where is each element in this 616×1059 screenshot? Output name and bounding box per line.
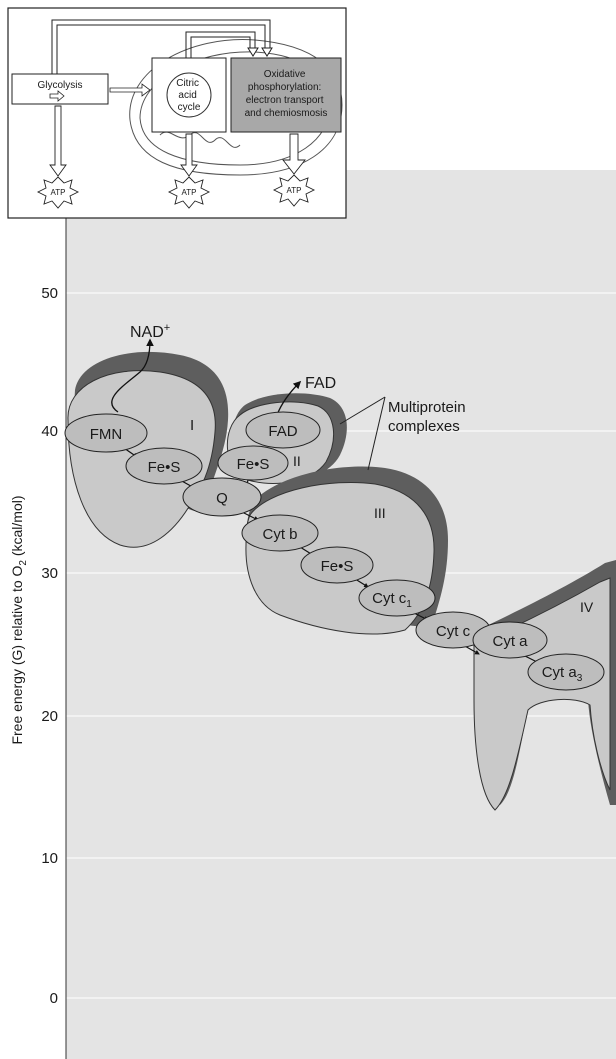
svg-text:ATP: ATP — [287, 186, 302, 195]
inset-atp-arrows — [49, 105, 306, 177]
oxidative-label: Oxidative phosphorylation: electron tran… — [245, 69, 328, 119]
svg-text:Fe•S: Fe•S — [237, 456, 270, 473]
y-tick-20: 20 — [41, 708, 58, 725]
oxidative-box: Oxidative phosphorylation: electron tran… — [230, 57, 342, 133]
y-tick-labels: 50 40 30 20 10 0 — [41, 285, 58, 1007]
complex-ii-label: II — [293, 453, 301, 469]
carrier-cyt-c1: Cyt c1 — [358, 579, 436, 617]
citric-acid-label: Citric acid cycle — [176, 78, 202, 113]
carrier-fes-3: Fe•S — [300, 546, 374, 584]
y-tick-10: 10 — [41, 850, 58, 867]
carrier-cyt-a3: Cyt a3 — [527, 653, 605, 691]
atp-burst-2: ATP — [167, 176, 211, 209]
nad-label: NAD+ — [130, 322, 170, 341]
complex-i-label: I — [190, 417, 194, 434]
nad-product: NAD+ — [111, 322, 170, 413]
svg-text:Cyt a3: Cyt a3 — [542, 664, 583, 684]
fad-product-label: FAD — [305, 375, 336, 392]
svg-text:FAD: FAD — [268, 423, 297, 440]
complex-iii-label: III — [374, 505, 386, 521]
svg-text:Fe•S: Fe•S — [148, 459, 181, 476]
complex-iv-label: IV — [580, 599, 594, 615]
glycolysis-box: Glycolysis — [11, 73, 109, 105]
carrier-cyt-b: Cyt b — [241, 514, 319, 552]
overview-inset: Glycolysis Citric acid cycle Oxidative p… — [7, 7, 347, 219]
multiprotein-label: Multiprotein complexes — [388, 399, 470, 435]
svg-text:ATP: ATP — [182, 188, 197, 197]
svg-text:FMN: FMN — [90, 426, 123, 443]
glycolysis-to-citric-arrow — [109, 83, 151, 97]
atp-burst-1: ATP — [36, 176, 80, 209]
citric-acid-box: Citric acid cycle — [151, 57, 227, 133]
carrier-q: Q — [182, 477, 262, 517]
svg-text:Cyt a: Cyt a — [492, 633, 528, 650]
carrier-fmn: FMN — [64, 413, 148, 453]
carrier-fes-1: Fe•S — [125, 447, 203, 485]
y-tick-50: 50 — [41, 285, 58, 302]
carrier-fad: FAD — [245, 411, 321, 449]
svg-text:ATP: ATP — [51, 188, 66, 197]
svg-text:Cyt b: Cyt b — [262, 526, 297, 543]
y-tick-0: 0 — [50, 990, 58, 1007]
svg-text:Q: Q — [216, 490, 228, 507]
svg-text:Fe•S: Fe•S — [321, 558, 354, 575]
atp-burst-3: ATP — [272, 174, 316, 207]
carrier-cyt-a: Cyt a — [472, 621, 548, 659]
carriers: FMN Fe•S FAD Fe•S Q Cyt b Fe•S Cyt c1 — [64, 411, 605, 691]
multiprotein-callout: Multiprotein complexes — [339, 396, 470, 471]
glycolysis-label: Glycolysis — [37, 80, 82, 91]
y-tick-30: 30 — [41, 565, 58, 582]
svg-text:Cyt c: Cyt c — [436, 623, 471, 640]
svg-text:Cyt c1: Cyt c1 — [372, 590, 412, 610]
carrier-fes-2: Fe•S — [217, 445, 289, 481]
y-axis-title: Free energy (G) relative to O2 (kcal/mol… — [9, 495, 29, 744]
y-tick-40: 40 — [41, 423, 58, 440]
inset-top-arrows — [51, 19, 273, 75]
